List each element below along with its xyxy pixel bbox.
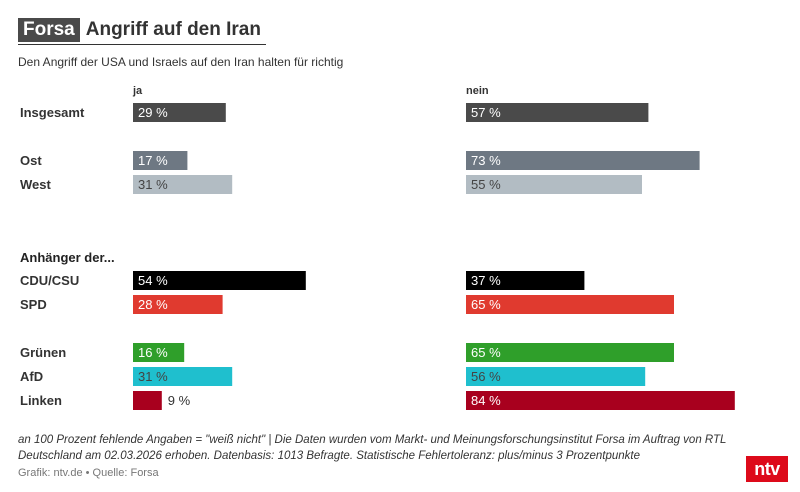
data-label-ja: 17 % bbox=[138, 153, 168, 168]
data-label-nein: 37 % bbox=[471, 273, 501, 288]
row-label: Insgesamt bbox=[20, 105, 85, 120]
data-label-nein: 65 % bbox=[471, 345, 501, 360]
bar-nein bbox=[466, 367, 646, 386]
row-label: Grünen bbox=[20, 345, 66, 360]
column-header-nein: nein bbox=[466, 85, 489, 97]
data-label-nein: 55 % bbox=[471, 177, 501, 192]
bar-ja bbox=[133, 295, 223, 314]
data-label-nein: 73 % bbox=[471, 153, 501, 168]
bar-ja bbox=[133, 391, 162, 410]
footnote: an 100 Prozent fehlende Angaben = "weiß … bbox=[18, 434, 727, 462]
row-label: AfD bbox=[20, 369, 43, 384]
data-label-ja: 16 % bbox=[138, 345, 168, 360]
column-header-ja: ja bbox=[132, 85, 143, 97]
data-label-nein: 57 % bbox=[471, 105, 501, 120]
bar-nein bbox=[466, 271, 585, 290]
bar-nein bbox=[466, 343, 674, 362]
data-label-ja: 54 % bbox=[138, 273, 168, 288]
data-label-ja: 28 % bbox=[138, 297, 168, 312]
data-label-ja: 31 % bbox=[138, 369, 168, 384]
bar-chart: ja nein Anhänger der... Insgesamt 29 % 57 % Os… bbox=[20, 85, 735, 410]
data-label-ja: 9 % bbox=[168, 393, 191, 408]
chart-subtitle: Den Angriff der USA und Israels auf den … bbox=[18, 55, 344, 69]
bar-nein bbox=[466, 391, 735, 410]
ntv-logo: ntv bbox=[746, 456, 788, 482]
row-label: Ost bbox=[20, 153, 42, 168]
bar-ja bbox=[133, 103, 226, 122]
chart-title: Angriff auf den Iran bbox=[85, 19, 261, 40]
bar-ja bbox=[133, 367, 233, 386]
row-label: CDU/CSU bbox=[20, 273, 79, 288]
data-label-nein: 84 % bbox=[471, 393, 501, 408]
bar-nein bbox=[466, 103, 649, 122]
data-label-ja: 29 % bbox=[138, 105, 168, 120]
row-label: West bbox=[20, 177, 51, 192]
brand-tag: Forsa bbox=[18, 18, 80, 42]
bar-nein bbox=[466, 151, 700, 170]
bar-ja bbox=[133, 271, 306, 290]
bar-nein bbox=[466, 175, 642, 194]
bar-ja bbox=[133, 151, 188, 170]
chart-header: Forsa Angriff auf den Iran bbox=[18, 18, 266, 45]
data-label-nein: 56 % bbox=[471, 369, 501, 384]
bar-ja bbox=[133, 343, 185, 362]
row-label: SPD bbox=[20, 297, 47, 312]
source-credit: Grafik: ntv.de • Quelle: Forsa bbox=[18, 467, 159, 479]
data-label-nein: 65 % bbox=[471, 297, 501, 312]
data-label-ja: 31 % bbox=[138, 177, 168, 192]
row-label: Linken bbox=[20, 393, 62, 408]
bar-nein bbox=[466, 295, 674, 314]
section-label: Anhänger der... bbox=[20, 250, 115, 265]
bar-ja bbox=[133, 175, 233, 194]
